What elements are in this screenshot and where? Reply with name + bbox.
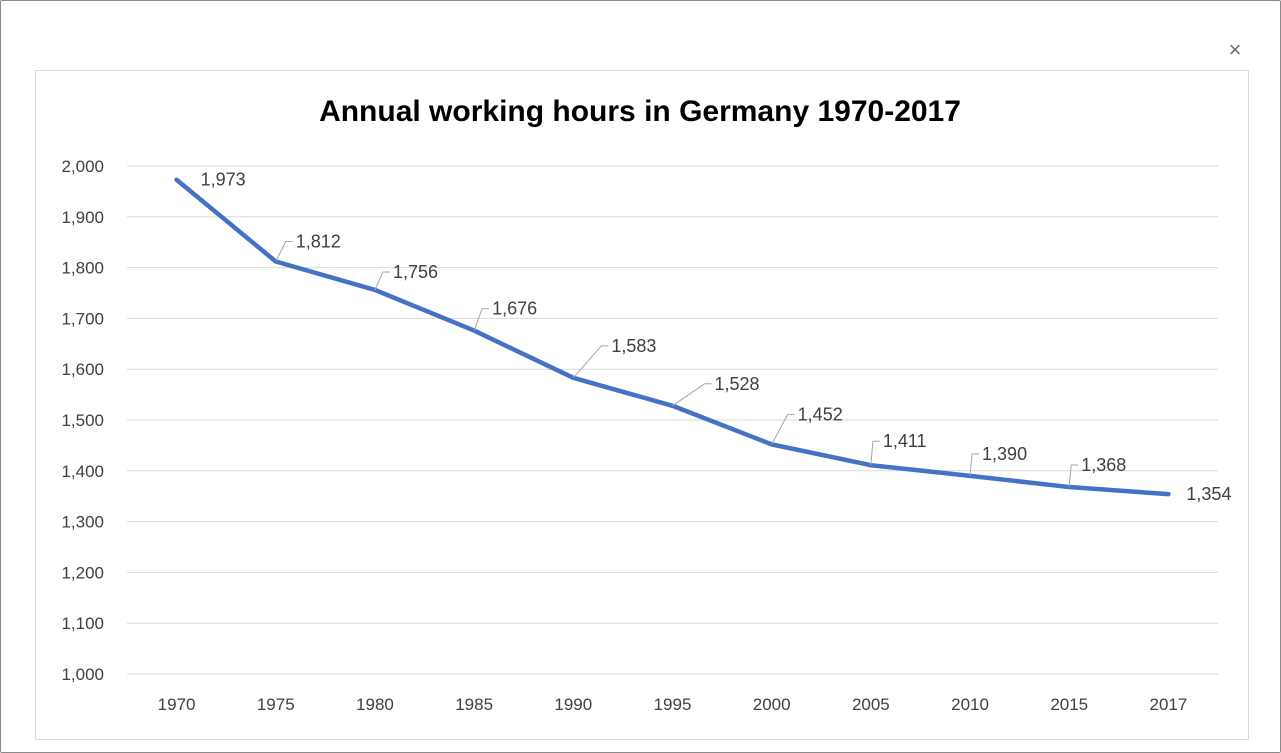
x-tick-label: 1970 — [158, 695, 196, 714]
x-tick-label: 2010 — [951, 695, 989, 714]
y-tick-label: 1,800 — [61, 259, 104, 278]
data-label: 1,528 — [715, 374, 760, 394]
close-icon[interactable]: × — [1228, 37, 1242, 62]
data-labels: 1,973 1,812 1,756 1,676 1,583 1,528 1,452 1,411… — [201, 170, 1232, 504]
leader-line — [771, 413, 795, 445]
leader-line — [969, 453, 980, 476]
y-tick-label: 1,700 — [61, 309, 104, 328]
data-label: 1,583 — [611, 336, 656, 356]
leader-line — [1068, 464, 1079, 488]
y-tick-label: 1,100 — [61, 614, 104, 633]
data-label: 1,973 — [201, 170, 246, 190]
leader-line — [275, 241, 293, 262]
leader-line — [572, 345, 609, 379]
data-label: 1,452 — [798, 404, 843, 424]
data-label: 1,390 — [982, 444, 1027, 464]
data-label: 1,368 — [1081, 455, 1126, 475]
data-label: 1,354 — [1186, 484, 1231, 504]
y-tick-label: 1,400 — [61, 462, 104, 481]
x-tick-label: 1985 — [455, 695, 493, 714]
leader-line — [672, 383, 712, 407]
data-label: 1,812 — [296, 232, 341, 252]
y-tick-label: 1,900 — [61, 208, 104, 227]
y-tick-label: 1,000 — [61, 665, 104, 684]
x-tick-label: 1980 — [356, 695, 394, 714]
data-label: 1,676 — [492, 299, 537, 319]
x-tick-label: 1995 — [654, 695, 692, 714]
gridlines — [127, 165, 1218, 675]
data-point — [174, 177, 179, 182]
y-tick-label: 1,600 — [61, 360, 104, 379]
x-tick-label: 2017 — [1149, 695, 1187, 714]
leader-line — [374, 271, 390, 291]
x-tick-label: 2015 — [1050, 695, 1088, 714]
x-tick-label: 2000 — [753, 695, 791, 714]
y-tick-label: 1,200 — [61, 563, 104, 582]
leader-line — [473, 308, 490, 331]
x-tick-label: 1975 — [257, 695, 295, 714]
x-tick-label: 1990 — [554, 695, 592, 714]
data-label: 1,411 — [883, 431, 927, 451]
x-tick-label: 2005 — [852, 695, 890, 714]
y-tick-label: 1,300 — [61, 513, 104, 532]
y-axis: 1,000 1,100 1,200 1,300 1,400 1,500 1,600 1,700… — [61, 157, 104, 684]
leader-line — [870, 440, 880, 466]
chart-title: Annual working hours in Germany 1970-201… — [319, 95, 961, 128]
data-label: 1,756 — [393, 262, 438, 282]
chart-area — [35, 70, 1249, 740]
data-point — [1166, 492, 1171, 497]
x-axis: 1970 1975 1980 1985 1990 1995 2000 2005 2010 2015… — [158, 695, 1188, 714]
y-tick-label: 2,000 — [61, 157, 104, 176]
y-tick-label: 1,500 — [61, 411, 104, 430]
